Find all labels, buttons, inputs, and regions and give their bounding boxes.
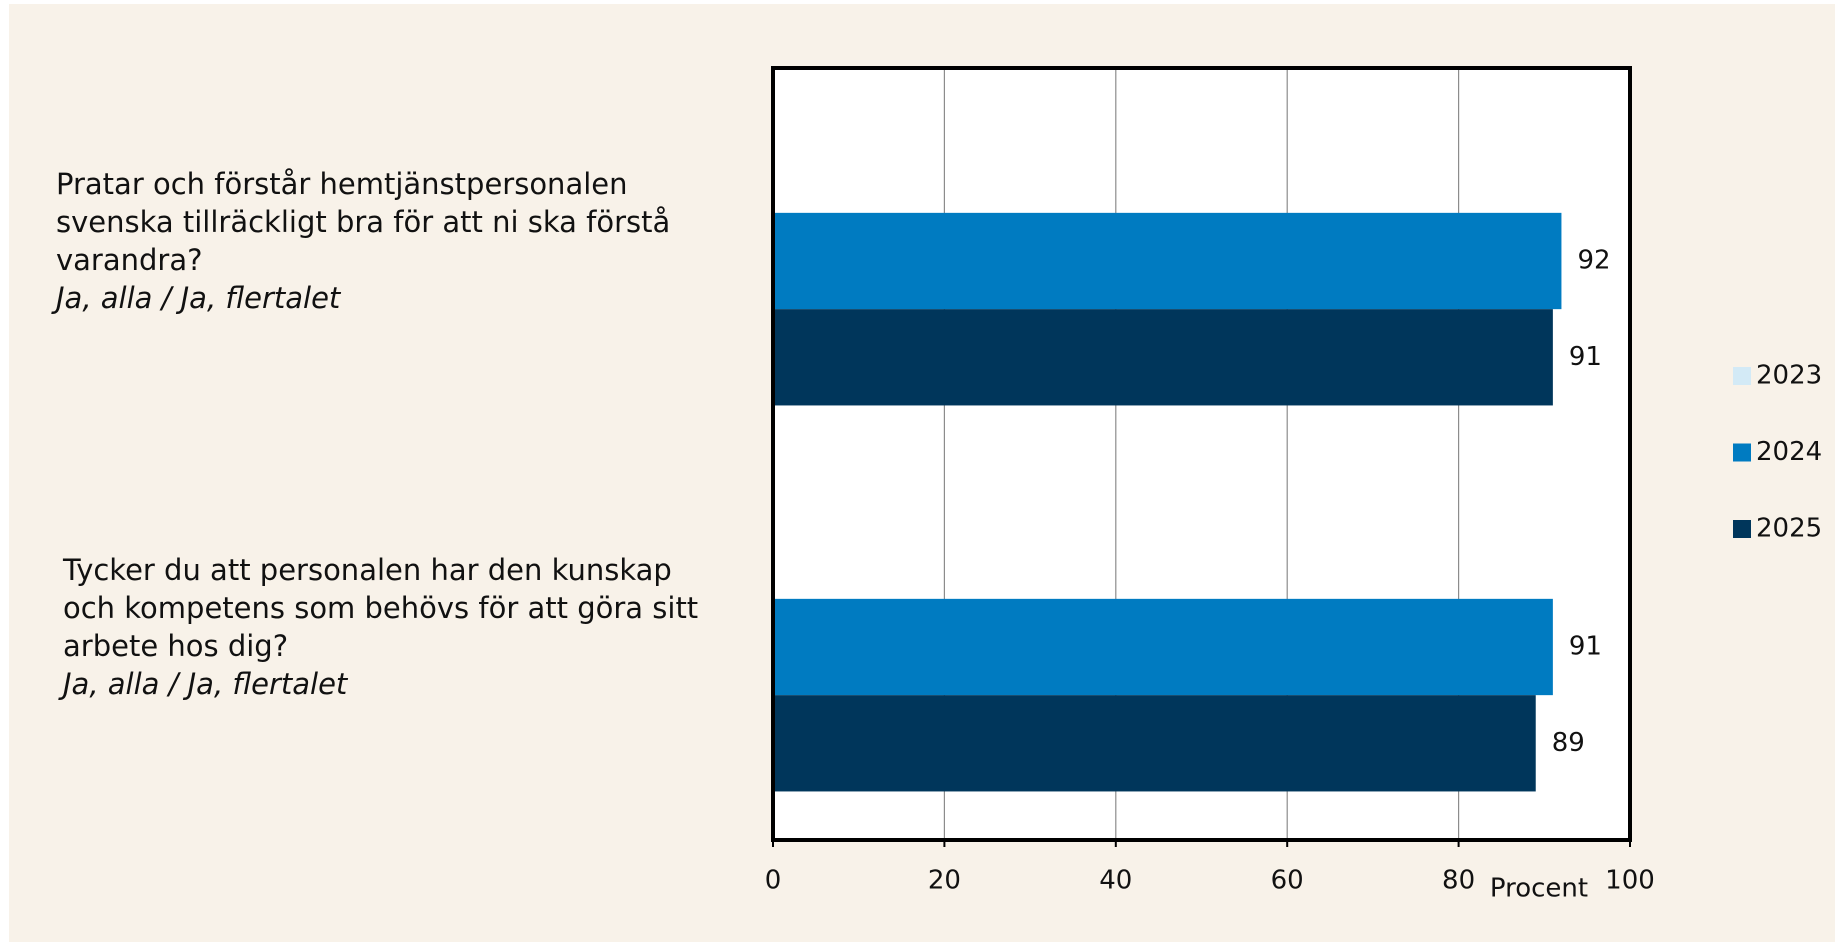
x-tick-label: 0 [765,866,782,896]
x-tick-label: 20 [928,866,961,896]
value-label: 92 [1577,246,1610,276]
value-label: 91 [1569,342,1602,372]
x-tick-label: 60 [1271,866,1304,896]
category-note: Ja, alla / Ja, flertalet [56,281,341,315]
legend-swatch [1733,443,1751,462]
value-label: 89 [1552,728,1585,758]
category-question: Tycker du att personalen har den kunskap… [63,553,699,663]
x-tick-label: 40 [1099,866,1132,896]
x-tick-label: 80 [1442,866,1475,896]
category-label: Tycker du att personalen har den kunskap… [63,551,698,703]
legend-swatch [1733,520,1751,538]
bar [773,212,1562,310]
legend-label: 2023 [1756,361,1822,391]
bar [773,598,1553,696]
legend-label: 2025 [1756,514,1822,544]
legend-label: 2024 [1756,437,1822,467]
category-label: Pratar och förstår hemtjänstpersonalen s… [56,165,670,317]
x-tick-label: 100 [1605,866,1655,896]
x-axis-label: Procent [1490,874,1588,904]
legend-swatch [1733,367,1751,385]
category-note: Ja, alla / Ja, flertalet [63,667,348,701]
category-question: Pratar och förstår hemtjänstpersonalen s… [56,167,671,277]
bar [773,309,1553,406]
plot-border [771,66,1632,842]
value-label: 91 [1569,632,1602,662]
bar [773,695,1536,792]
